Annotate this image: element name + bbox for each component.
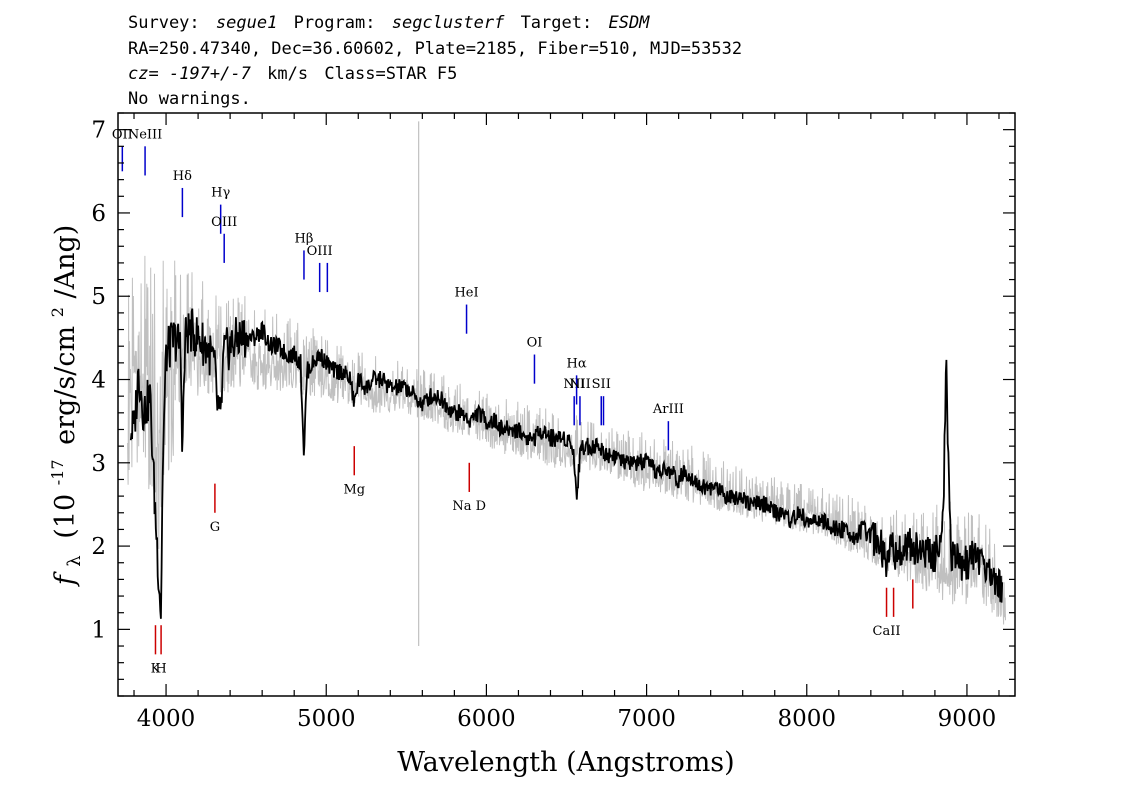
x-tick-labels: 4000 5000 6000 7000 8000 9000 bbox=[137, 706, 996, 732]
plot-frame bbox=[117, 112, 1016, 697]
cz-value: -197+/-7 bbox=[169, 64, 252, 84]
emission-line-label: SII bbox=[592, 377, 611, 392]
x-axis-title: Wavelength (Angstroms) bbox=[397, 747, 734, 778]
emission-line-label: HeI bbox=[454, 286, 478, 301]
error-band-layer bbox=[127, 255, 1006, 625]
x-tick-label: 6000 bbox=[457, 706, 516, 732]
flux-line-layer bbox=[129, 308, 1004, 619]
emission-line-label: Hβ bbox=[295, 231, 314, 246]
emission-line-label: Hγ bbox=[211, 186, 230, 201]
x-tick-label: 9000 bbox=[938, 706, 997, 732]
error-band bbox=[127, 255, 1006, 625]
emission-line-13: SII bbox=[592, 377, 611, 426]
y-axis-units-exponent: 2 bbox=[48, 307, 67, 317]
emission-line-label: ArIII bbox=[652, 402, 684, 417]
y-axis-title: f λ (10 -17 erg/s/cm 2 /Ang) bbox=[39, 225, 87, 588]
emission-line-label: OIII bbox=[211, 215, 237, 230]
header-line-1: Survey: segue1 Program: segclusterf Targ… bbox=[128, 13, 650, 33]
y-axis-exponent: -17 bbox=[48, 459, 67, 485]
y-axis-prefix: (10 bbox=[50, 494, 81, 539]
absorption-line-1: H bbox=[155, 625, 167, 676]
emission-line-10: NII bbox=[563, 377, 585, 426]
emission-line-label: NeIII bbox=[128, 127, 162, 142]
survey-label: Survey: bbox=[128, 13, 200, 33]
y-tick-label: 7 bbox=[91, 118, 106, 144]
emission-line-8: HeI bbox=[454, 286, 479, 334]
y-axis-symbol: f bbox=[50, 571, 81, 587]
emission-line-5: Hβ bbox=[295, 231, 314, 280]
y-tick-label: 4 bbox=[91, 368, 106, 394]
x-tick-label: 4000 bbox=[137, 706, 196, 732]
header-line-2: RA=250.47340, Dec=36.60602, Plate=2185, … bbox=[128, 39, 742, 59]
absorption-line-5: CaII bbox=[873, 587, 901, 639]
header-block: Survey: segue1 Program: segclusterf Targ… bbox=[128, 13, 742, 109]
y-tick-label: 6 bbox=[91, 201, 106, 227]
emission-line-15: ArIII bbox=[652, 402, 684, 451]
emission-line-9: OI bbox=[527, 336, 543, 384]
emission-line-3: Hγ bbox=[211, 186, 230, 234]
x-tick-label: 5000 bbox=[297, 706, 356, 732]
emission-line-4: OIII bbox=[211, 215, 237, 263]
flux-line bbox=[129, 308, 1004, 619]
emission-line-6: OIII bbox=[307, 244, 333, 293]
y-tick-label: 2 bbox=[91, 534, 106, 560]
absorption-line-label: CaII bbox=[873, 624, 901, 639]
absorption-line-4: Na D bbox=[452, 462, 486, 514]
header-line-4: No warnings. bbox=[128, 89, 251, 109]
x-tick-label: 8000 bbox=[777, 706, 836, 732]
cz-label: cz= bbox=[128, 64, 159, 84]
absorption-line-label: K bbox=[151, 661, 161, 676]
target-label: Target: bbox=[521, 13, 593, 33]
absorption-line-2: G bbox=[210, 483, 220, 535]
program-label: Program: bbox=[294, 13, 376, 33]
emission-line-0: OII bbox=[112, 127, 133, 172]
absorption-line-label: Mg bbox=[343, 482, 365, 497]
y-tick-label: 1 bbox=[91, 617, 106, 643]
emission-line-label: OI bbox=[527, 336, 543, 351]
axis-ticks bbox=[118, 112, 1015, 697]
absorption-line-3: Mg bbox=[343, 446, 365, 497]
y-tick-label: 5 bbox=[91, 284, 106, 310]
program-value: segclusterf bbox=[392, 13, 505, 33]
absorption-line-label: Na D bbox=[452, 499, 486, 514]
y-axis-subscript: λ bbox=[64, 555, 85, 566]
absorption-line-label: H bbox=[155, 661, 166, 676]
x-tick-label: 7000 bbox=[617, 706, 676, 732]
class-text: Class=STAR F5 bbox=[324, 64, 457, 84]
y-axis-suffix: /Ang) bbox=[50, 225, 81, 299]
absorption-line-0: K bbox=[151, 625, 161, 676]
cz-unit: km/s bbox=[267, 64, 308, 84]
absorption-line-label: G bbox=[210, 520, 220, 535]
emission-line-1: NeIII bbox=[128, 127, 162, 176]
emission-line-2: Hδ bbox=[173, 169, 192, 218]
target-value: ESDM bbox=[608, 13, 650, 33]
emission-line-label: Hδ bbox=[173, 169, 192, 184]
y-tick-label: 3 bbox=[91, 451, 106, 477]
emission-line-label: NII bbox=[563, 377, 585, 392]
y-tick-labels: 1 2 3 4 5 6 7 bbox=[91, 118, 106, 644]
emission-line-label: OII bbox=[112, 127, 133, 142]
y-axis-units: erg/s/cm bbox=[50, 326, 81, 445]
emission-line-12: NII bbox=[569, 377, 591, 426]
emission-line-label: NII bbox=[569, 377, 591, 392]
header-line-3: cz= -197+/-7 km/s Class=STAR F5 bbox=[128, 64, 457, 84]
survey-value: segue1 bbox=[216, 13, 277, 33]
emission-line-11: Hα bbox=[567, 356, 587, 405]
emission-line-label: OIII bbox=[307, 244, 333, 259]
emission-line-label: Hα bbox=[567, 356, 587, 371]
